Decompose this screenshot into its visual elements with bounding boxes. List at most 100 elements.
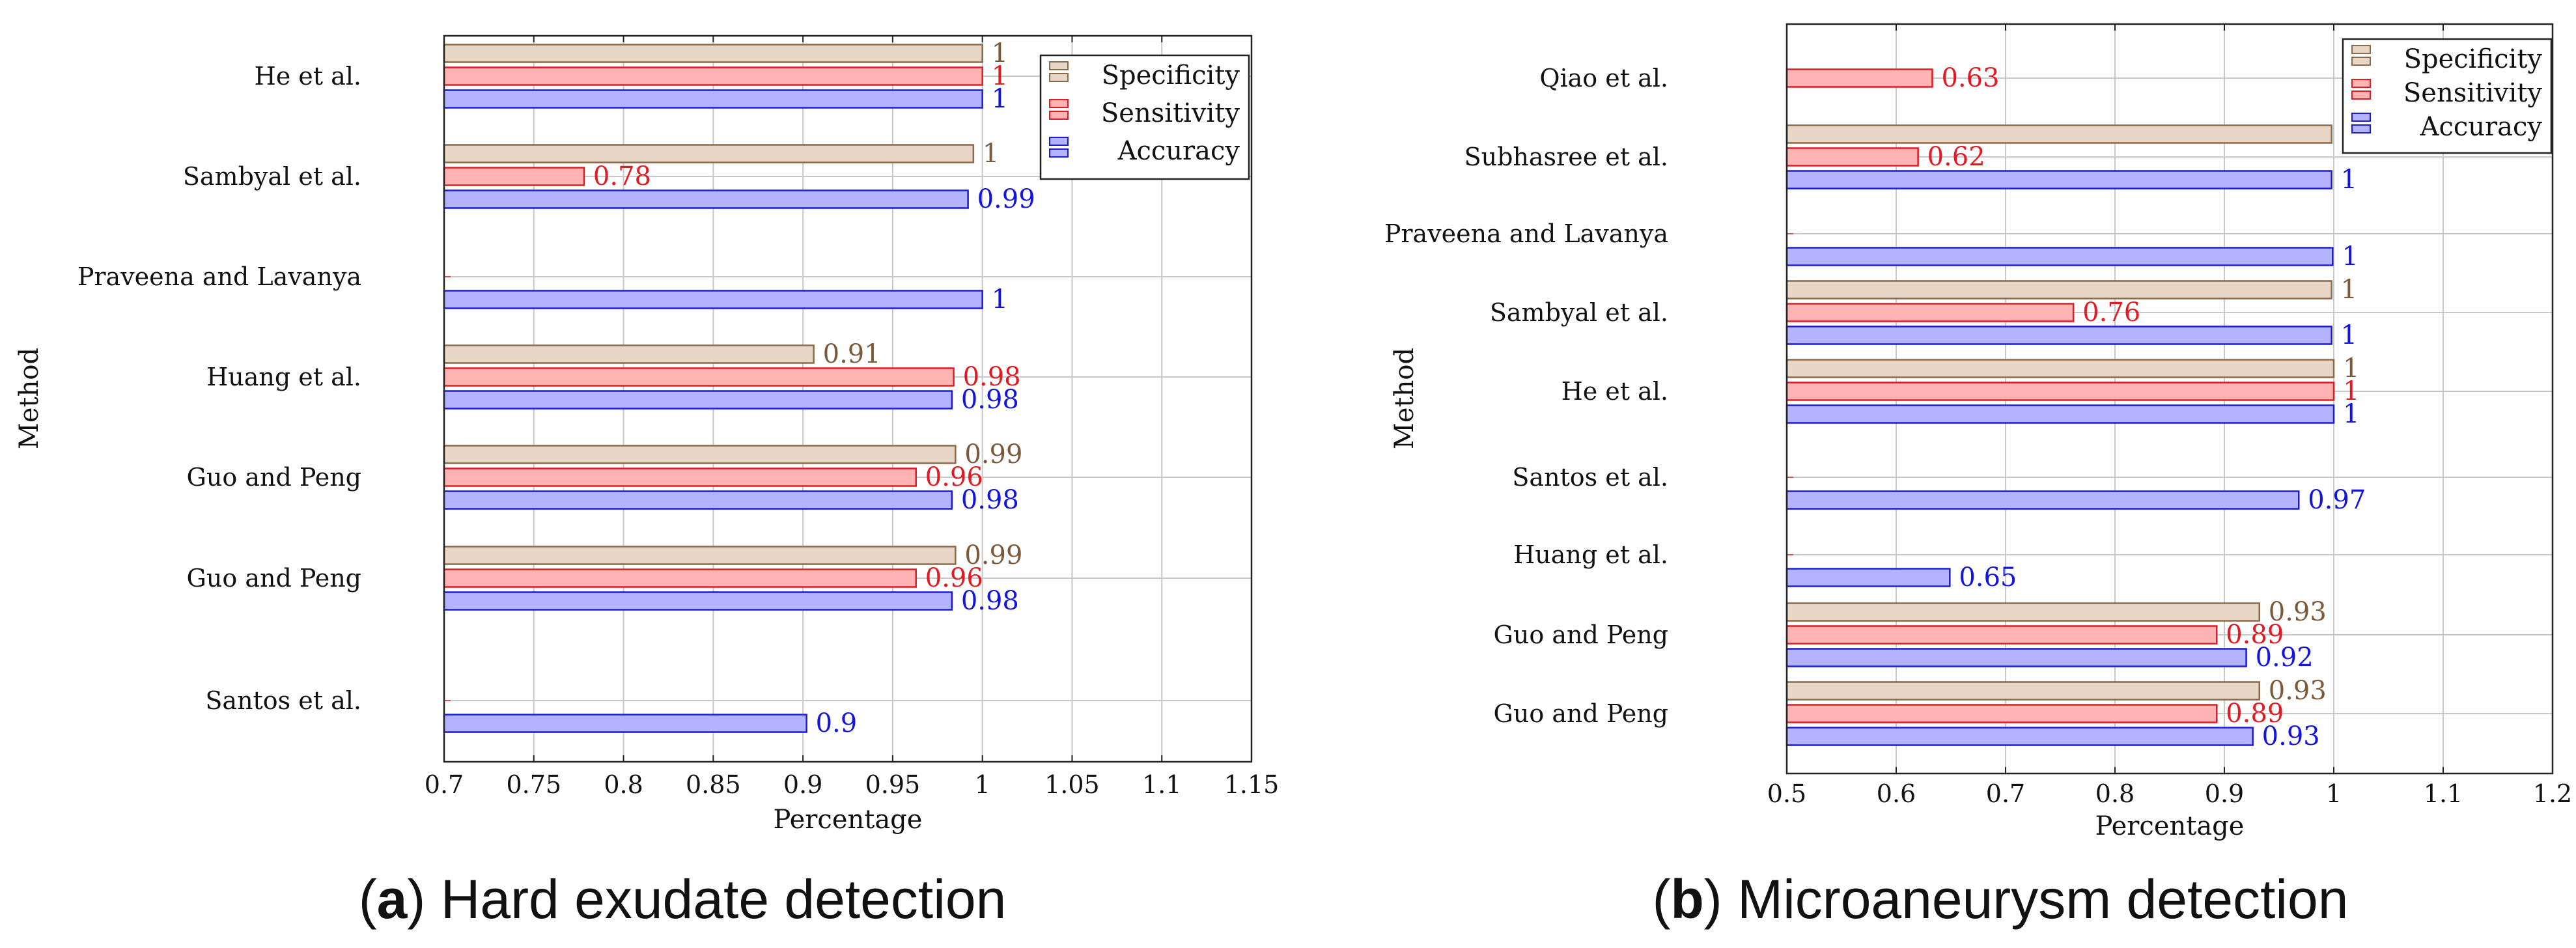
specificity-legend-label: Specificity: [2404, 44, 2543, 74]
accuracy-bar: [443, 189, 969, 209]
accuracy-bar: [1785, 648, 2247, 667]
sensitivity-value-label: 0.78: [593, 161, 651, 191]
x-tick-label: 0.6: [1877, 779, 1916, 808]
x-tick-label: 0.75: [506, 770, 561, 799]
specificity-bar: [443, 44, 983, 63]
accuracy-legend-swatch: [2351, 124, 2371, 133]
accuracy-bar: [1785, 568, 1951, 587]
x-tick-label: 1.1: [2424, 779, 2463, 808]
specificity-legend-swatch: [2351, 45, 2371, 54]
panel-a-hard-exudate-chart: 0.7 0.75 0.8 0.85 0.9 0.95 1 1.05 1.1 1.15 He et a…: [14, 35, 1280, 835]
category-label: Guo and Peng: [1494, 620, 1668, 649]
sensitivity-bar: [443, 568, 917, 588]
specificity-legend-swatch: [1049, 61, 1069, 70]
category-label: He et al.: [255, 62, 361, 91]
specificity-bar: [1785, 681, 2261, 701]
x-tick-label: 0.95: [865, 770, 921, 799]
accuracy-bar: [1785, 404, 2335, 424]
accuracy-bar: [443, 390, 953, 410]
y-axis-title: Method: [1390, 348, 1420, 449]
x-tick-label: 0.7: [1986, 779, 2025, 808]
x-tick-label: 0.8: [2095, 779, 2135, 808]
accuracy-value-label: 0.98: [961, 485, 1019, 515]
specificity-value-label: 1: [992, 38, 1008, 68]
accuracy-value-label: 0.9: [816, 708, 858, 738]
specificity-bar: [443, 546, 957, 565]
accuracy-legend-label: Accuracy: [2420, 112, 2543, 142]
specificity-bar: [1785, 602, 2261, 622]
accuracy-bar: [1785, 247, 2334, 266]
accuracy-bar: [1785, 490, 2300, 510]
accuracy-value-label: 1: [992, 285, 1008, 314]
x-tick-label: 1.05: [1044, 770, 1100, 799]
specificity-value-label: 0.93: [2269, 676, 2327, 706]
specificity-value-label: 0.99: [964, 439, 1022, 469]
x-tick-label: 1: [2326, 779, 2342, 808]
sensitivity-bar: [1785, 303, 2075, 322]
accuracy-value-label: 1: [2341, 165, 2357, 195]
x-tick-label: 0.7: [425, 770, 464, 799]
x-axis-title: Percentage: [2095, 811, 2245, 841]
specificity-value-label: 0.93: [2269, 597, 2327, 627]
accuracy-value-label: 1: [992, 84, 1008, 114]
accuracy-legend-swatch: [2351, 113, 2371, 122]
sensitivity-bar: [1785, 147, 1919, 167]
category-label: Guo and Peng: [187, 564, 361, 592]
accuracy-value-label: 0.98: [961, 586, 1019, 616]
accuracy-bar: [443, 89, 983, 109]
accuracy-value-label: 0.98: [961, 385, 1019, 415]
sensitivity-bar: [1785, 68, 1933, 88]
category-label: Guo and Peng: [187, 463, 361, 492]
accuracy-bar: [1785, 727, 2254, 746]
specificity-value-label: 1: [2341, 275, 2357, 305]
sensitivity-legend-swatch: [1049, 111, 1069, 120]
y-axis-title: Method: [14, 348, 44, 449]
accuracy-value-label: 0.93: [2262, 721, 2320, 751]
x-tick-label: 0.9: [783, 770, 822, 799]
accuracy-value-label: 1: [2342, 242, 2358, 272]
sensitivity-value-label: 0.96: [925, 462, 983, 492]
sensitivity-value-label: 0.62: [1927, 142, 1985, 172]
sensitivity-value-label: 0.76: [2082, 298, 2140, 328]
specificity-value-label: 0.91: [823, 339, 881, 369]
sensitivity-value-label: 0.89: [2226, 699, 2284, 729]
category-label: Subhasree et al.: [1464, 143, 1668, 171]
accuracy-value-label: 0.99: [977, 184, 1035, 214]
category-label: Sambyal et al.: [183, 162, 361, 191]
category-label: Huang et al.: [1513, 540, 1668, 569]
plot-frame: [1785, 23, 2554, 775]
sensitivity-bar: [443, 367, 955, 387]
accuracy-value-label: 0.65: [1959, 563, 2017, 592]
specificity-value-label: 0.99: [964, 540, 1022, 570]
sensitivity-legend-swatch: [2351, 79, 2371, 88]
x-tick-label: 0.9: [2205, 779, 2244, 808]
plot-frame: [443, 35, 1253, 763]
sensitivity-bar: [443, 66, 983, 86]
category-label: Sambyal et al.: [1490, 298, 1668, 327]
accuracy-value-label: 1: [2341, 320, 2357, 350]
sensitivity-value-label: 0.98: [963, 362, 1021, 392]
accuracy-legend-swatch: [1049, 148, 1069, 158]
accuracy-bar: [443, 290, 983, 309]
accuracy-value-label: 0.92: [2256, 643, 2314, 673]
category-label: Praveena and Lavanya: [1384, 219, 1668, 248]
specificity-bar: [1785, 359, 2335, 378]
accuracy-legend-label: Accuracy: [1117, 136, 1240, 166]
sensitivity-bar: [1785, 625, 2218, 645]
sensitivity-value-label: 1: [992, 61, 1008, 91]
specificity-value-label: 1: [2343, 354, 2359, 383]
x-axis-title: Percentage: [774, 805, 923, 835]
x-tick-label: 1.15: [1224, 770, 1280, 799]
sensitivity-legend-swatch: [2351, 91, 2371, 100]
category-label: Guo and Peng: [1494, 699, 1668, 728]
category-label: Praveena and Lavanya: [77, 262, 361, 291]
sensitivity-bar: [443, 467, 917, 487]
caption-a: (a) Hard exudate detection: [359, 869, 1007, 930]
category-label: Santos et al.: [205, 686, 361, 715]
specificity-legend-label: Specificity: [1102, 61, 1240, 91]
accuracy-bar: [443, 490, 953, 510]
x-tick-label: 1: [975, 770, 990, 799]
accuracy-value-label: 1: [2343, 399, 2359, 429]
sensitivity-bar: [443, 167, 585, 186]
